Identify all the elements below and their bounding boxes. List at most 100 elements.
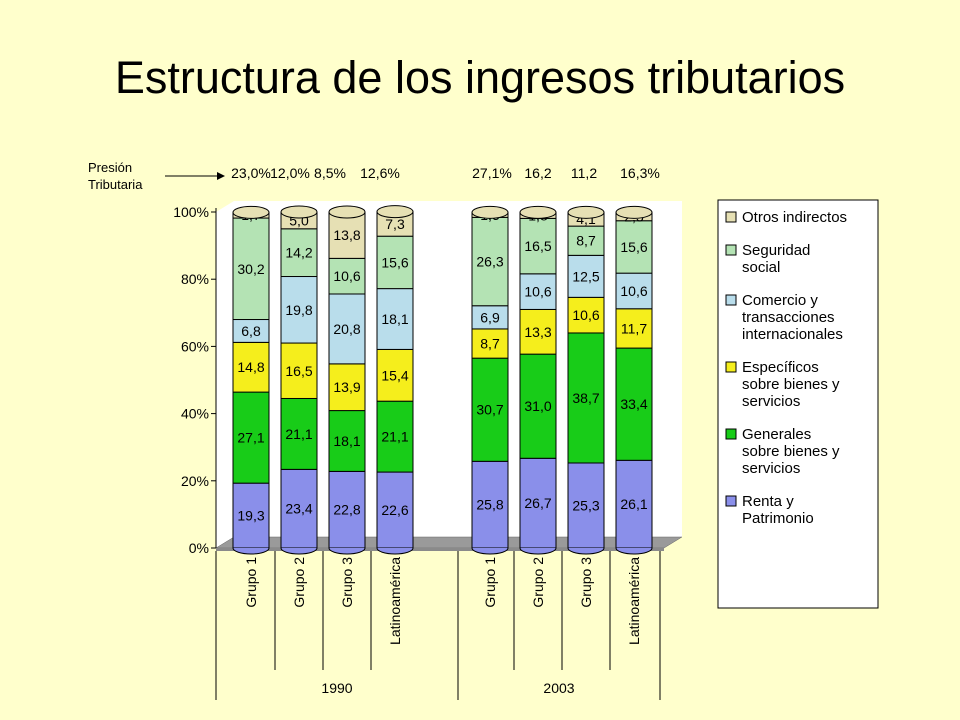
- bar-segment: [376, 348, 414, 402]
- x-tick-label: Grupo 2: [291, 557, 307, 608]
- bar-segment: [280, 397, 318, 470]
- legend-label: Específicos: [742, 359, 819, 376]
- y-tick-label: 60%: [181, 338, 209, 354]
- bar-value-label: 21,1: [381, 429, 408, 445]
- bar-value-label: 13,9: [333, 379, 360, 395]
- bar-value-label: 15,6: [381, 254, 408, 270]
- bars: 19,327,114,86,830,21,723,421,116,519,814…: [232, 205, 653, 555]
- bar-value-label: 12,5: [572, 268, 599, 284]
- bar-bottom-cap: [280, 547, 318, 555]
- bar-top-cap: [471, 205, 509, 219]
- bar-value-label: 10,6: [333, 268, 360, 284]
- bar-top-cap: [519, 205, 557, 219]
- bar-segment: [615, 220, 653, 274]
- legend-label: transacciones: [742, 309, 835, 326]
- presion-value: 27,1%: [472, 165, 512, 181]
- bar-value-label: 6,9: [480, 309, 500, 325]
- bar-segment: [328, 410, 366, 472]
- bar-value-label: 19,3: [237, 508, 264, 524]
- x-tick-label: Latinoamérica: [626, 557, 642, 645]
- legend-swatch: [725, 211, 737, 223]
- legend-label: Seguridad: [742, 242, 810, 259]
- x-group-label: 1990: [321, 680, 352, 696]
- bar-value-label: 25,3: [572, 497, 599, 513]
- presion-value: 16,2: [524, 165, 551, 181]
- bar-segment: [280, 228, 318, 278]
- bar-value-label: 6,8: [241, 323, 261, 339]
- x-group-label: 2003: [543, 680, 574, 696]
- bar-top-cap: [232, 205, 270, 219]
- presion-value: 23,0%: [231, 165, 271, 181]
- bar-segment: [280, 342, 318, 399]
- x-tick-label: Grupo 2: [530, 557, 546, 608]
- bar-value-label: 31,0: [524, 398, 551, 414]
- bar-value-label: 22,8: [333, 502, 360, 518]
- legend-label: Patrimonio: [742, 510, 814, 527]
- bar-value-label: 19,8: [285, 302, 312, 318]
- presion-value: 12,0%: [270, 165, 310, 181]
- bar-value-label: 11,7: [621, 320, 647, 336]
- bar-value-label: 10,6: [620, 283, 647, 299]
- bar-value-label: 21,1: [285, 426, 312, 442]
- bar-value-label: 23,4: [285, 501, 312, 517]
- bar-segment: [232, 482, 270, 549]
- legend-label: Generales: [742, 426, 811, 443]
- bar-value-label: 27,1: [237, 430, 264, 446]
- bar-value-label: 16,5: [524, 238, 551, 254]
- bar-segment: [471, 357, 509, 462]
- bar-value-label: 8,7: [480, 336, 500, 352]
- bar-segment: [376, 288, 414, 350]
- bar-bottom-cap: [519, 547, 557, 555]
- bar-value-label: 13,3: [524, 324, 551, 340]
- plot-floor-edge: [216, 548, 664, 551]
- presion-label: Presión: [88, 160, 132, 175]
- bar-top-cap: [280, 205, 318, 219]
- y-tick-label: 80%: [181, 271, 209, 287]
- bar-value-label: 38,7: [572, 390, 599, 406]
- bar-value-label: 15,4: [381, 367, 408, 383]
- bar-value-label: 16,5: [285, 363, 312, 379]
- page-title: Estructura de los ingresos tributarios: [114, 52, 846, 103]
- legend-label: Comercio y: [742, 292, 818, 309]
- legend-label: social: [742, 259, 780, 276]
- bar-bottom-cap: [471, 547, 509, 555]
- bar-segment: [328, 470, 366, 549]
- legend-label: servicios: [742, 393, 800, 410]
- bar-value-label: 7,3: [385, 216, 405, 232]
- bar-bottom-cap: [328, 547, 366, 555]
- x-tick-label: Grupo 1: [243, 557, 259, 608]
- bar-bottom-cap: [232, 547, 270, 555]
- bar-value-label: 14,8: [237, 359, 264, 375]
- legend-swatch: [725, 361, 737, 373]
- bar-top-cap: [328, 205, 366, 219]
- bar-segment: [567, 332, 605, 464]
- x-tick-label: Grupo 3: [578, 557, 594, 608]
- bar-segment: [280, 276, 318, 344]
- legend-swatch: [725, 428, 737, 440]
- bar-value-label: 30,7: [476, 402, 503, 418]
- bar-segment: [567, 254, 605, 298]
- bar-segment: [519, 353, 557, 459]
- bar-top-cap: [615, 205, 653, 219]
- bar-segment: [376, 235, 414, 290]
- presion-label: Tributaria: [88, 177, 143, 192]
- bar-value-label: 25,8: [476, 497, 503, 513]
- bar-value-label: 26,1: [620, 496, 647, 512]
- bar-value-label: 18,1: [333, 433, 360, 449]
- bar-segment: [280, 468, 318, 549]
- bar-value-label: 26,7: [524, 495, 551, 511]
- bar-value-label: 8,7: [576, 233, 596, 249]
- bar-segment: [615, 347, 653, 461]
- bar-value-label: 18,1: [381, 311, 408, 327]
- bar-value-label: 14,2: [285, 245, 312, 261]
- bar-value-label: 13,8: [333, 227, 360, 243]
- bar-segment: [232, 217, 270, 321]
- legend-label: Otros indirectos: [742, 209, 847, 226]
- y-tick-label: 0%: [189, 540, 209, 556]
- bar-segment: [567, 296, 605, 334]
- bar-segment: [328, 293, 366, 365]
- legend-label: sobre bienes y: [742, 443, 840, 460]
- legend-label: sobre bienes y: [742, 376, 840, 393]
